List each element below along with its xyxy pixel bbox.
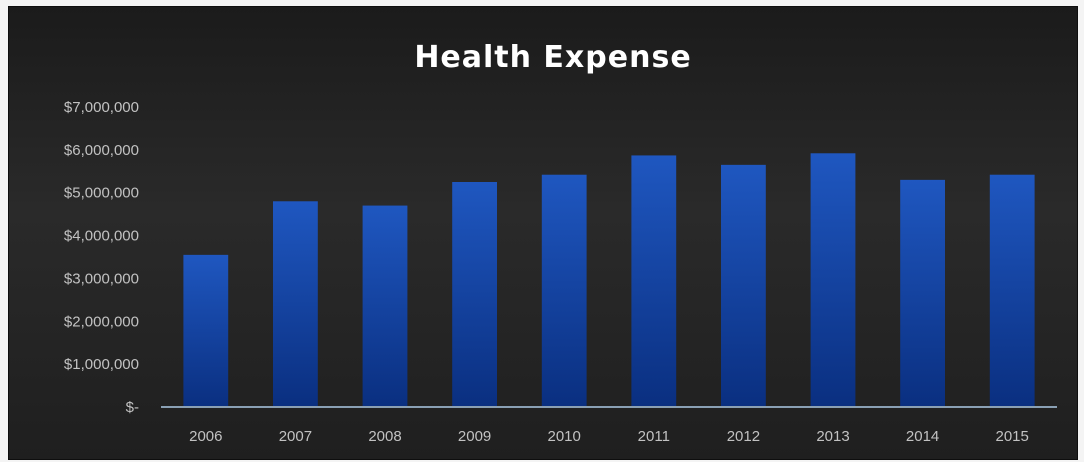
x-tick-label: 2009: [458, 428, 491, 445]
y-tick-label: $3,000,000: [64, 270, 139, 287]
x-tick-label: 2014: [906, 428, 939, 445]
x-tick-label: 2006: [189, 428, 222, 445]
y-tick-label: $2,000,000: [64, 313, 139, 330]
y-axis: $- $1,000,000 $2,000,000 $3,000,000 $4,000,0…: [64, 99, 139, 416]
x-tick-label: 2008: [368, 428, 401, 445]
bar-2013: [810, 153, 856, 407]
x-tick-label: 2013: [816, 428, 849, 445]
x-axis: 2006 2007 2008 2009 2010 2011 2012 2013 2014 2015: [161, 406, 1057, 445]
y-tick-label: $4,000,000: [64, 228, 139, 245]
bar-2014: [900, 179, 945, 407]
x-tick-label: 2010: [548, 428, 581, 445]
y-tick-label: $7,000,000: [64, 99, 139, 116]
bars: [183, 153, 1035, 407]
y-tick-label: $5,000,000: [64, 185, 139, 202]
x-tick-label: 2012: [727, 428, 760, 445]
bar-2011: [631, 155, 677, 407]
bar-2008: [362, 205, 408, 407]
y-tick-label: $6,000,000: [64, 142, 139, 159]
y-tick-label: $1,000,000: [64, 356, 139, 373]
bar-chart: Health Expense $- $1,000,000 $2,000,000 $3,…: [64, 40, 1057, 445]
bar-2012: [721, 164, 766, 407]
x-tick-label: 2007: [279, 428, 312, 445]
bar-2015: [989, 174, 1035, 407]
bar-2009: [452, 182, 497, 407]
x-tick-label: 2015: [996, 428, 1029, 445]
x-tick-label: 2011: [638, 428, 670, 445]
chart-frame: Health Expense $- $1,000,000 $2,000,000 $3,…: [8, 6, 1078, 460]
y-tick-label: $-: [126, 399, 139, 416]
chart-title: Health Expense: [414, 40, 691, 75]
bar-2010: [541, 174, 587, 407]
bar-2006: [183, 254, 229, 407]
bar-2007: [273, 201, 318, 407]
